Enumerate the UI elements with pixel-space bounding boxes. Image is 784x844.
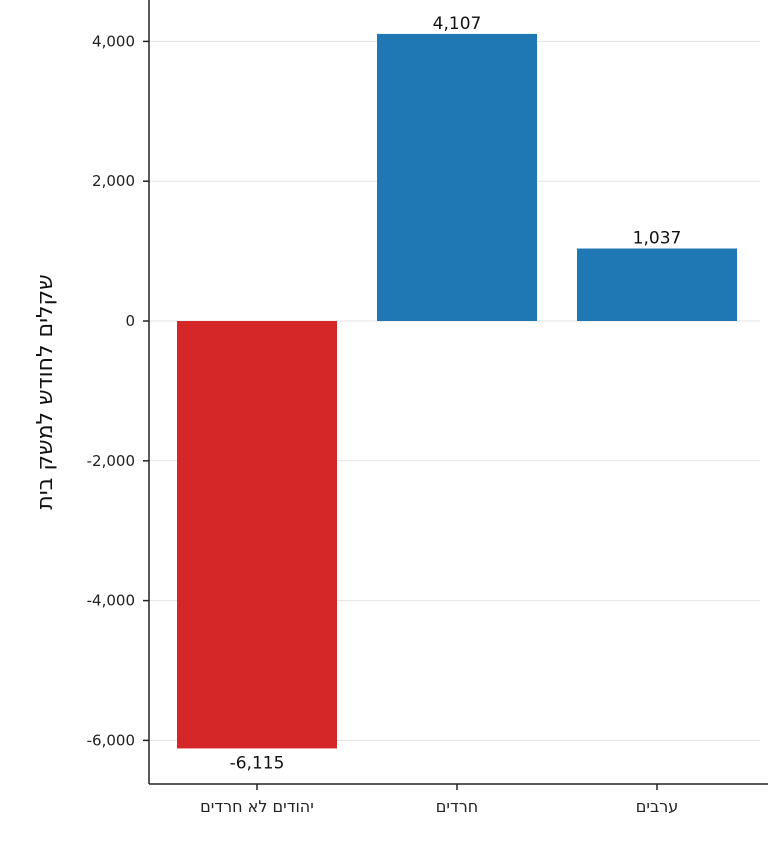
y-tick-label: 0 xyxy=(125,312,135,330)
x-tick-label: יהודים לא חרדים xyxy=(200,797,314,816)
y-tick-label: -4,000 xyxy=(87,592,135,610)
bar xyxy=(377,33,537,321)
bar-value-label: -6,115 xyxy=(230,753,285,773)
bar-value-label: 1,037 xyxy=(633,229,682,249)
y-axis-title: שקלים לחודש למשק בית xyxy=(33,274,58,509)
x-tick-label: חרדים xyxy=(436,797,478,816)
bar xyxy=(577,248,737,321)
y-tick-label: 2,000 xyxy=(92,172,135,190)
bars xyxy=(177,33,737,749)
data-labels: -6,115 4,107 1,037 xyxy=(230,14,682,774)
y-tick-label: 4,000 xyxy=(92,32,135,50)
bar-value-label: 4,107 xyxy=(433,14,482,34)
y-tick-label: -6,000 xyxy=(87,731,135,749)
y-tick-label: -2,000 xyxy=(87,452,135,470)
bar xyxy=(177,321,337,749)
x-tick-label: ערבים xyxy=(636,797,679,816)
x-axis: יהודים לא חרדים חרדים ערבים xyxy=(149,783,768,816)
y-axis: -6,000 -4,000 -2,000 0 2,000 4,000 xyxy=(87,0,150,784)
